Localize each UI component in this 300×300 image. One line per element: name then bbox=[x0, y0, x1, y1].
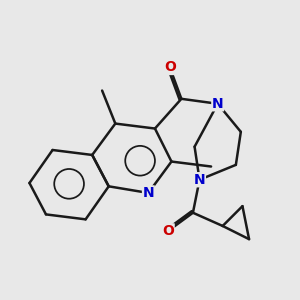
Text: N: N bbox=[142, 186, 154, 200]
Text: N: N bbox=[194, 173, 205, 187]
Text: O: O bbox=[162, 224, 174, 238]
Text: O: O bbox=[164, 60, 176, 74]
Text: N: N bbox=[212, 97, 224, 111]
